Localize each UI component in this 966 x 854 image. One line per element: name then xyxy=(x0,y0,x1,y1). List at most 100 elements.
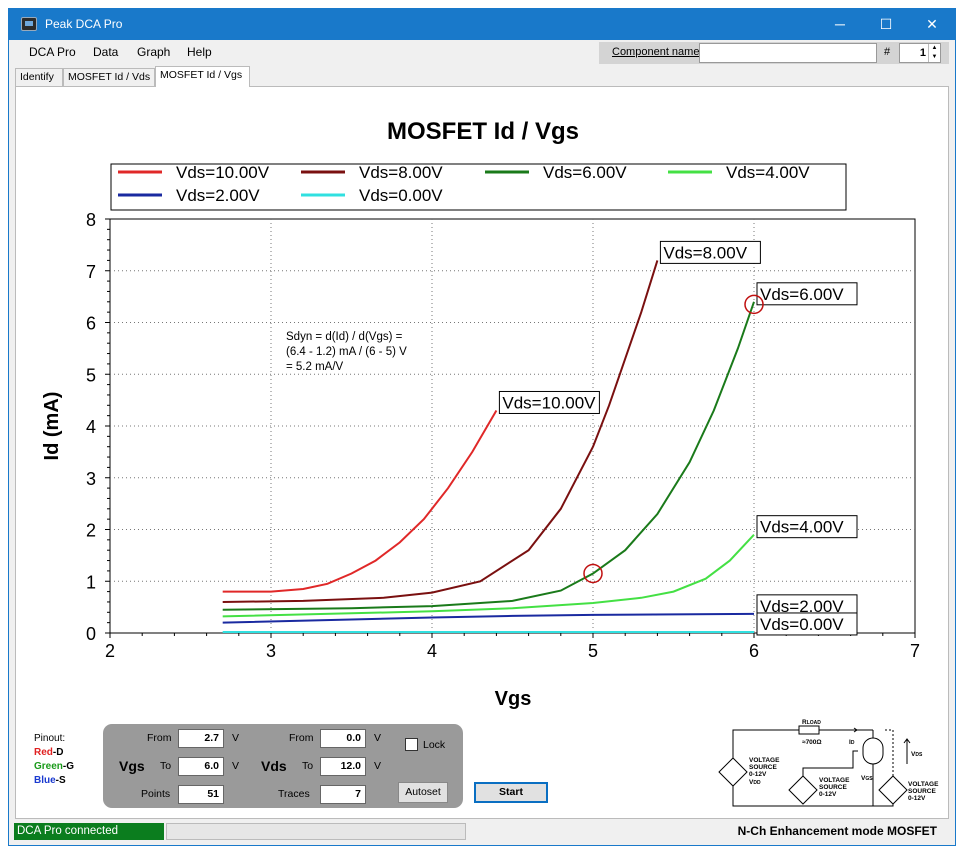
pinout-title: Pinout: xyxy=(34,733,66,744)
window-title: Peak DCA Pro xyxy=(45,17,123,31)
vds-from-input[interactable]: 0.0 xyxy=(320,729,366,748)
annotation-line-3: = 5.2 mA/V xyxy=(286,361,344,373)
series-end-label: Vds=10.00V xyxy=(502,393,596,412)
source3-line3: 0-12V xyxy=(908,795,926,802)
tab-mosfet-id-vgs[interactable]: MOSFET Id / Vgs xyxy=(155,66,250,87)
lock-checkbox[interactable] xyxy=(405,738,418,751)
vgs-schematic-label: VGS xyxy=(861,775,873,782)
vgs-label: Vgs xyxy=(119,758,145,774)
y-tick-label: 2 xyxy=(86,521,96,541)
series-line xyxy=(222,260,659,603)
vds-from-label: From xyxy=(289,732,314,744)
menu-help[interactable]: Help xyxy=(187,45,212,59)
series-end-label-box xyxy=(756,282,858,306)
x-tick-label: 3 xyxy=(266,641,276,661)
source2-line3: 0-12V xyxy=(819,791,837,798)
y-axis-label: Id (mA) xyxy=(41,392,63,461)
connection-status: DCA Pro connected xyxy=(14,823,164,840)
autoset-button[interactable]: Autoset xyxy=(398,782,448,803)
vds-label: Vds xyxy=(261,758,287,774)
series-line xyxy=(222,409,498,593)
x-axis-label: Vgs xyxy=(495,688,532,710)
pinout-legend: Pinout: Red-D Green-G Blue-S xyxy=(34,732,74,788)
rload-label: RLOAD xyxy=(802,719,821,726)
rload-value: ≈700Ω xyxy=(802,739,822,746)
series-end-label-box xyxy=(756,515,858,539)
source3-line1: VOLTAGE xyxy=(908,781,939,788)
series-end-label: Vds=6.00V xyxy=(760,285,844,304)
component-name-label[interactable]: Component name xyxy=(612,46,700,58)
source1-line1: VOLTAGE xyxy=(749,757,780,764)
y-tick-label: 1 xyxy=(86,572,96,592)
vds-from-unit: V xyxy=(374,732,382,744)
series-end-label-box xyxy=(498,390,600,414)
chart-title: MOSFET Id / Vgs xyxy=(387,118,579,145)
vgs-from-label: From xyxy=(147,732,172,744)
id-label: ID xyxy=(849,739,855,746)
minimize-button[interactable]: ─ xyxy=(835,16,845,32)
menu-data[interactable]: Data xyxy=(93,45,119,59)
y-tick-label: 3 xyxy=(86,469,96,489)
component-name-input[interactable] xyxy=(699,43,877,63)
tab-identify[interactable]: Identify xyxy=(15,68,63,86)
tab-mosfet-id-vds[interactable]: MOSFET Id / Vds xyxy=(63,68,155,86)
source1-line3: 0-12V xyxy=(749,771,767,778)
vgs-to-input[interactable]: 6.0 xyxy=(178,757,224,776)
circuit-schematic: RLOAD ≈700Ω ID VDS VGS VOLTAGE SOURCE 0-… xyxy=(718,719,939,807)
close-button[interactable]: ✕ xyxy=(926,16,938,32)
component-name-area: Component name # 1 ▲ ▼ xyxy=(599,42,949,64)
app-window: Peak DCA Pro ─ ☐ ✕ DCA Pro Data Graph He… xyxy=(8,8,956,846)
vgs-from-unit: V xyxy=(232,732,240,744)
component-number-value: 1 xyxy=(919,47,926,59)
traces-input[interactable]: 7 xyxy=(320,785,366,804)
legend-entry: Vds=0.00V xyxy=(359,186,443,205)
maximize-button[interactable]: ☐ xyxy=(879,16,893,32)
title-bar: Peak DCA Pro ─ ☐ ✕ xyxy=(9,9,955,40)
lock-label: Lock xyxy=(423,739,446,751)
x-tick-label: 7 xyxy=(910,641,920,661)
y-tick-label: 0 xyxy=(86,624,96,644)
component-number-stepper[interactable]: 1 ▲ ▼ xyxy=(899,43,941,63)
series-end-label: Vds=0.00V xyxy=(760,615,844,634)
measurement-marker xyxy=(744,294,764,315)
vgs-from-input[interactable]: 2.7 xyxy=(178,729,224,748)
vgs-to-label: To xyxy=(160,760,172,772)
sweep-controls-panel: From 2.7 V Vgs To 6.0 V Points 51 From 0… xyxy=(103,724,463,808)
pinout-green: Green-G xyxy=(34,761,75,772)
app-icon xyxy=(21,17,37,31)
y-tick-label: 8 xyxy=(86,210,96,230)
points-input[interactable]: 51 xyxy=(178,785,224,804)
legend-entry: Vds=10.00V xyxy=(176,163,270,182)
chart-legend xyxy=(110,163,847,211)
legend-entry: Vds=4.00V xyxy=(726,163,810,182)
menu-dca-pro[interactable]: DCA Pro xyxy=(29,45,76,59)
vds-to-input[interactable]: 12.0 xyxy=(320,757,366,776)
progress-bar xyxy=(166,823,466,840)
pinout-red: Red-D xyxy=(34,747,64,758)
series-end-label-box xyxy=(659,240,761,264)
graph-panel: MOSFET Id / Vgs Vds=10.00V Vds=8.00V Vds=6… xyxy=(15,86,949,819)
vdd-label: VDD xyxy=(749,779,761,786)
x-tick-label: 5 xyxy=(588,641,598,661)
series-line xyxy=(222,534,755,618)
series-end-label: Vds=8.00V xyxy=(663,243,747,262)
vds-to-unit: V xyxy=(374,760,382,772)
series-line xyxy=(222,301,755,611)
start-button[interactable]: Start xyxy=(474,782,548,803)
y-tick-label: 4 xyxy=(86,417,96,437)
vds-to-label: To xyxy=(302,760,314,772)
series-end-label: Vds=4.00V xyxy=(760,518,844,537)
y-tick-label: 5 xyxy=(86,365,96,385)
source2-line1: VOLTAGE xyxy=(819,777,850,784)
spin-arrows-icon[interactable]: ▲ ▼ xyxy=(928,44,940,62)
x-tick-label: 6 xyxy=(749,641,759,661)
series-end-label: Vds=2.00V xyxy=(760,597,844,616)
annotation-line-1: Sdyn = d(Id) / d(Vgs) = xyxy=(286,331,403,343)
x-tick-label: 2 xyxy=(105,641,115,661)
annotation-line-2: (6.4 - 1.2) mA / (6 - 5) V xyxy=(286,346,407,358)
traces-label: Traces xyxy=(278,788,310,800)
legend-entry: Vds=6.00V xyxy=(543,163,627,182)
chart-svg: MOSFET Id / Vgs Vds=10.00V Vds=8.00V Vds=6… xyxy=(41,118,920,710)
menu-graph[interactable]: Graph xyxy=(137,45,171,59)
source1-line2: SOURCE xyxy=(749,764,777,771)
